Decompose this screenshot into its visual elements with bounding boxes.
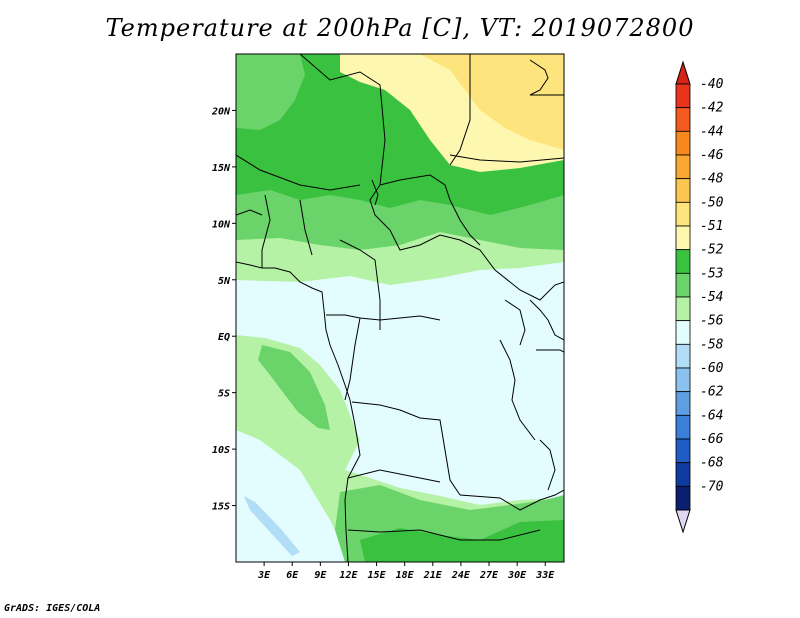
colorbar-box bbox=[675, 438, 691, 464]
colorbar-label: -51 bbox=[700, 219, 723, 234]
colorbar-label: -62 bbox=[700, 385, 724, 400]
grads-credit: GrADS: IGES/COLA bbox=[4, 603, 101, 614]
colorbar-label: -54 bbox=[700, 290, 723, 305]
country-borders bbox=[236, 54, 564, 562]
colorbar-box bbox=[675, 107, 691, 132]
lat-tick-label: 5N bbox=[218, 276, 231, 287]
lat-tick-label: 5S bbox=[218, 389, 230, 400]
lon-tick-label: 9E bbox=[314, 570, 327, 581]
colorbar-box bbox=[675, 414, 691, 440]
lat-tick-label: 10S bbox=[212, 445, 230, 456]
colorbar-label: -53 bbox=[700, 266, 723, 281]
latitude-axis: 20N 15N 10N 5N EQ 5S 10S 15S bbox=[211, 106, 236, 513]
colorbar-box bbox=[675, 343, 691, 369]
colorbar-box bbox=[675, 320, 691, 345]
colorbar-label: -52 bbox=[700, 243, 724, 258]
lat-tick-label: EQ bbox=[218, 332, 230, 343]
lon-tick-label: 3E bbox=[257, 570, 271, 581]
lat-tick-label: 10N bbox=[212, 219, 231, 230]
lat-tick-label: 15N bbox=[212, 163, 231, 174]
colorbar-box bbox=[675, 391, 691, 416]
colorbar-box bbox=[675, 154, 691, 180]
colorbar-top-cap bbox=[675, 60, 691, 85]
map-title: Temperature at 200hPa [C], VT: 201907280… bbox=[105, 14, 695, 42]
band-58 bbox=[244, 496, 300, 556]
colorbar-box bbox=[675, 296, 691, 322]
lon-tick-label: 30E bbox=[507, 570, 527, 581]
colorbar-label: -60 bbox=[700, 361, 724, 376]
colorbar-box bbox=[675, 201, 691, 227]
lon-tick-label: 21E bbox=[423, 570, 443, 581]
colorbar-box bbox=[675, 462, 691, 487]
colorbar-box bbox=[675, 225, 691, 251]
lat-tick-label: 20N bbox=[211, 106, 231, 117]
lon-tick-label: 18E bbox=[396, 570, 415, 581]
colorbar-label: -46 bbox=[700, 148, 724, 163]
colorbar-label: -58 bbox=[700, 337, 724, 352]
colorbar-box bbox=[675, 249, 691, 274]
colorbar-box bbox=[675, 83, 691, 109]
colorbar-box bbox=[675, 130, 691, 156]
colorbar-label: -44 bbox=[700, 124, 723, 139]
colorbar-label: -66 bbox=[700, 432, 724, 447]
colorbar-label: -50 bbox=[700, 195, 724, 210]
colorbar-label: -48 bbox=[700, 172, 724, 187]
colorbar-box bbox=[675, 178, 691, 203]
colorbar-box bbox=[675, 485, 691, 511]
band-56-sw bbox=[236, 430, 350, 562]
colorbar-box bbox=[675, 367, 691, 393]
band-50 bbox=[420, 54, 564, 150]
lon-tick-label: 6E bbox=[286, 570, 299, 581]
colorbar-label: -68 bbox=[700, 456, 724, 471]
colorbar-label: -64 bbox=[700, 408, 723, 423]
colorbar-bottom-cap bbox=[675, 509, 691, 534]
lat-tick-label: 15S bbox=[212, 502, 230, 513]
colorbar-label: -70 bbox=[700, 479, 724, 494]
band-56 bbox=[236, 262, 564, 505]
lon-tick-label: 24E bbox=[451, 570, 471, 581]
lon-tick-label: 15E bbox=[368, 570, 387, 581]
colorbar-label: -42 bbox=[700, 101, 724, 116]
colorbar-label: -56 bbox=[700, 314, 724, 329]
band-53-n2 bbox=[236, 54, 305, 130]
lon-tick-label: 27E bbox=[479, 570, 499, 581]
lon-tick-label: 12E bbox=[339, 570, 358, 581]
map-frame bbox=[235, 53, 565, 563]
colorbar-box bbox=[675, 272, 691, 298]
band-53-sw bbox=[258, 345, 330, 430]
colorbar-label: -40 bbox=[700, 77, 724, 92]
colorbar-boxes bbox=[675, 60, 691, 534]
colorbar-labels: -40 -42 -44 -46 -48 -50 -51 -52 -53 -54 -56 -58 -60 -… bbox=[700, 77, 724, 494]
longitude-axis: 3E 6E 9E 12E 15E 18E 21E 24E 27E 30E 33E bbox=[257, 562, 555, 581]
lon-tick-label: 33E bbox=[535, 570, 555, 581]
temperature-field bbox=[236, 54, 564, 562]
